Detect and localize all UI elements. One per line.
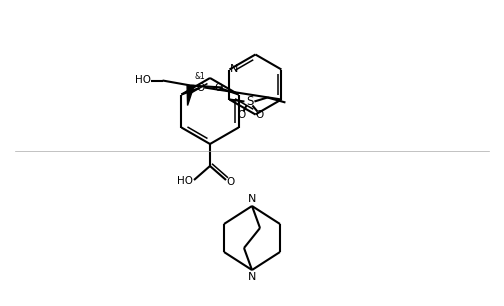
Text: O: O — [237, 110, 245, 120]
Text: &1: &1 — [195, 72, 205, 81]
Polygon shape — [187, 85, 194, 106]
Text: N: N — [248, 272, 256, 282]
Text: O: O — [227, 177, 235, 187]
Text: S: S — [246, 95, 253, 108]
Text: O: O — [215, 83, 223, 92]
Text: N: N — [230, 64, 238, 73]
Text: HO: HO — [135, 74, 151, 84]
Text: O: O — [196, 83, 205, 92]
Text: N: N — [248, 194, 256, 204]
Text: O: O — [256, 110, 264, 120]
Text: HO: HO — [177, 176, 193, 186]
